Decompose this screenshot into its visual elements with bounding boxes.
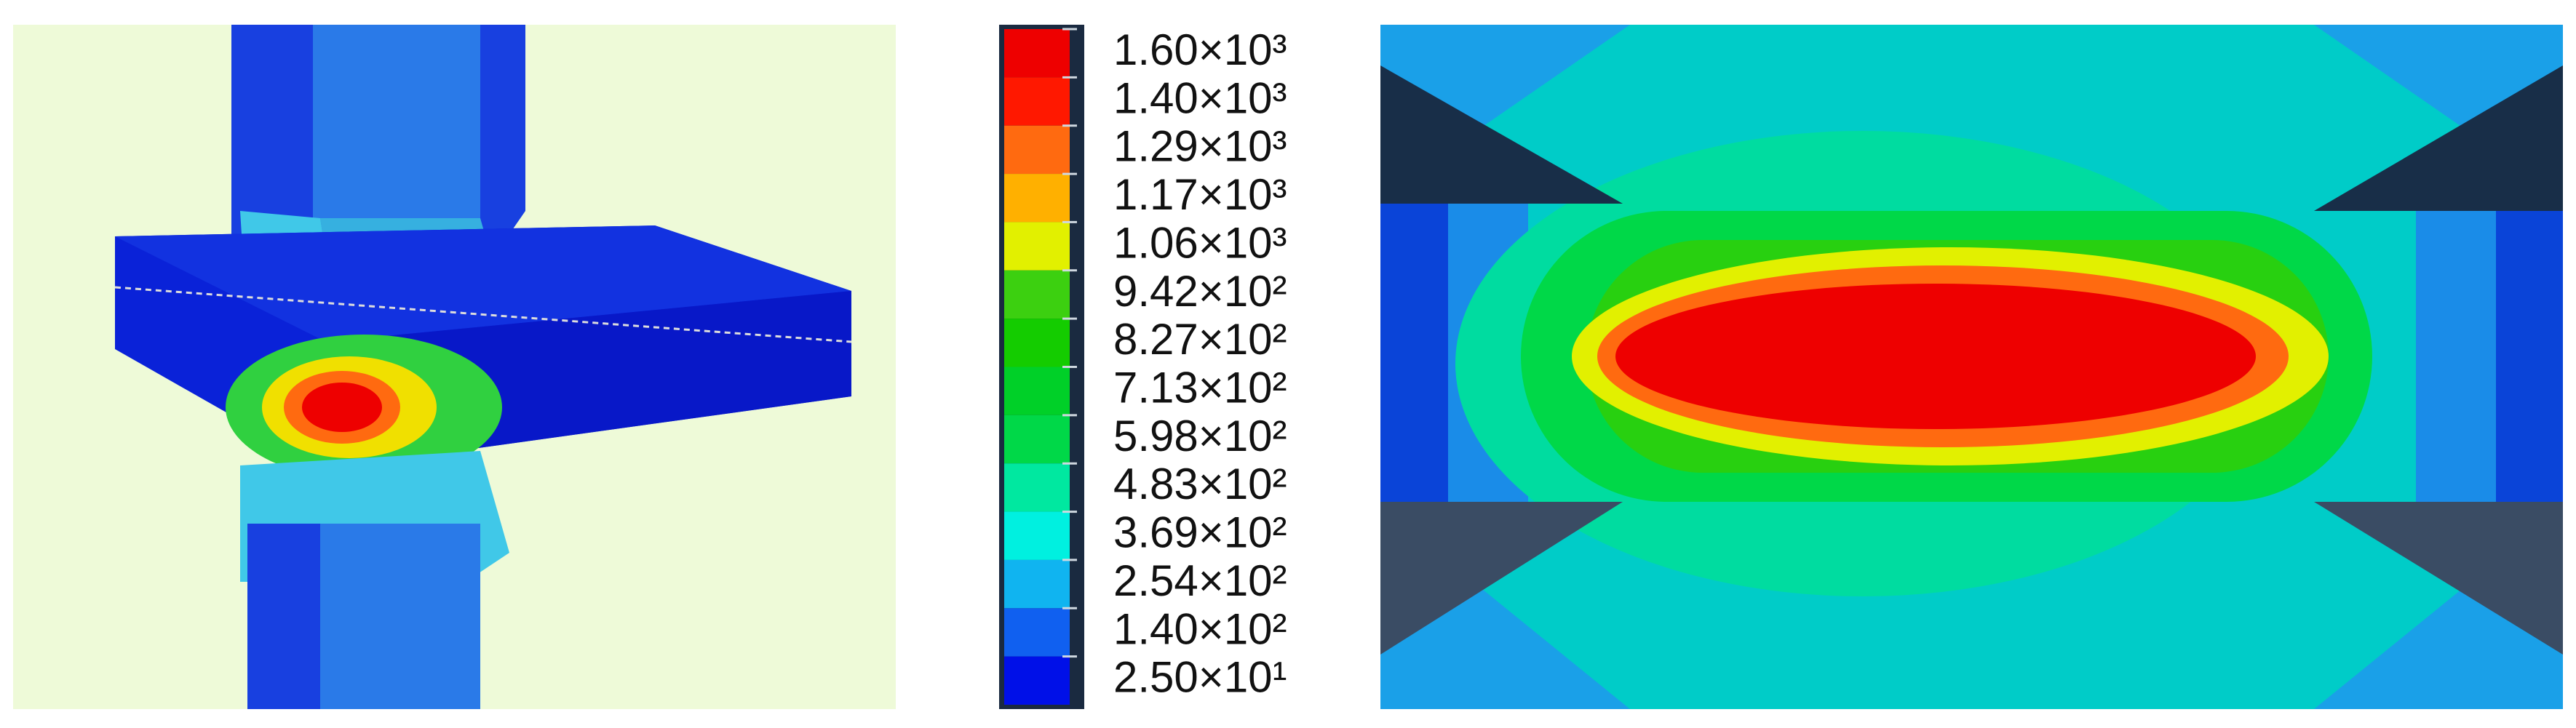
- colorbar-label: 2.54×10²: [1113, 556, 1287, 605]
- colorbar-label: 1.40×10²: [1113, 604, 1287, 653]
- sheet-top: [115, 225, 851, 342]
- colorbar-label: 5.98×10²: [1113, 412, 1287, 460]
- right-lightblue: [2416, 204, 2496, 502]
- colorbar-label: 7.13×10²: [1113, 364, 1287, 412]
- colorbar-label: 1.29×10³: [1113, 122, 1287, 171]
- contour-red: [1615, 284, 2256, 429]
- nugget-core: [302, 383, 382, 432]
- electrode-br: [2314, 502, 2563, 655]
- right-panel: [1380, 25, 2563, 709]
- color-band: [1004, 125, 1070, 175]
- colorbar-label: 1.06×10³: [1113, 218, 1287, 267]
- colorbar-label: 1.17×10³: [1113, 170, 1287, 219]
- color-band: [1004, 415, 1070, 464]
- interface-line: [114, 286, 852, 343]
- electrode-bl: [1380, 502, 1623, 655]
- color-band: [1004, 463, 1070, 512]
- color-band: [1004, 559, 1070, 609]
- color-band: [1004, 29, 1070, 78]
- colorbar-label: 3.69×10²: [1113, 508, 1287, 557]
- color-band: [1004, 77, 1070, 126]
- lower-rod-face: [320, 524, 480, 709]
- color-band: [1004, 319, 1070, 367]
- color-band: [1004, 656, 1070, 705]
- color-band: [1004, 367, 1070, 415]
- colorbar: [999, 25, 1084, 709]
- color-band: [1004, 511, 1070, 560]
- colorbar-label: 1.40×10³: [1113, 73, 1287, 122]
- color-band: [1004, 270, 1070, 319]
- colorbar-label: 2.50×10¹: [1113, 653, 1287, 702]
- left-panel: [13, 25, 896, 709]
- electrode-tl: [1380, 65, 1623, 204]
- left-blue: [1380, 204, 1460, 502]
- electrode-tr: [2314, 65, 2563, 211]
- color-band: [1004, 608, 1070, 657]
- colorbar-label: 1.60×10³: [1113, 25, 1287, 74]
- colorbar-label: 9.42×10²: [1113, 267, 1287, 316]
- color-band: [1004, 222, 1070, 271]
- upper-rod-face: [313, 25, 480, 276]
- color-band: [1004, 174, 1070, 223]
- colorbar-label: 4.83×10²: [1113, 460, 1287, 508]
- colorbar-label: 8.27×10²: [1113, 315, 1287, 364]
